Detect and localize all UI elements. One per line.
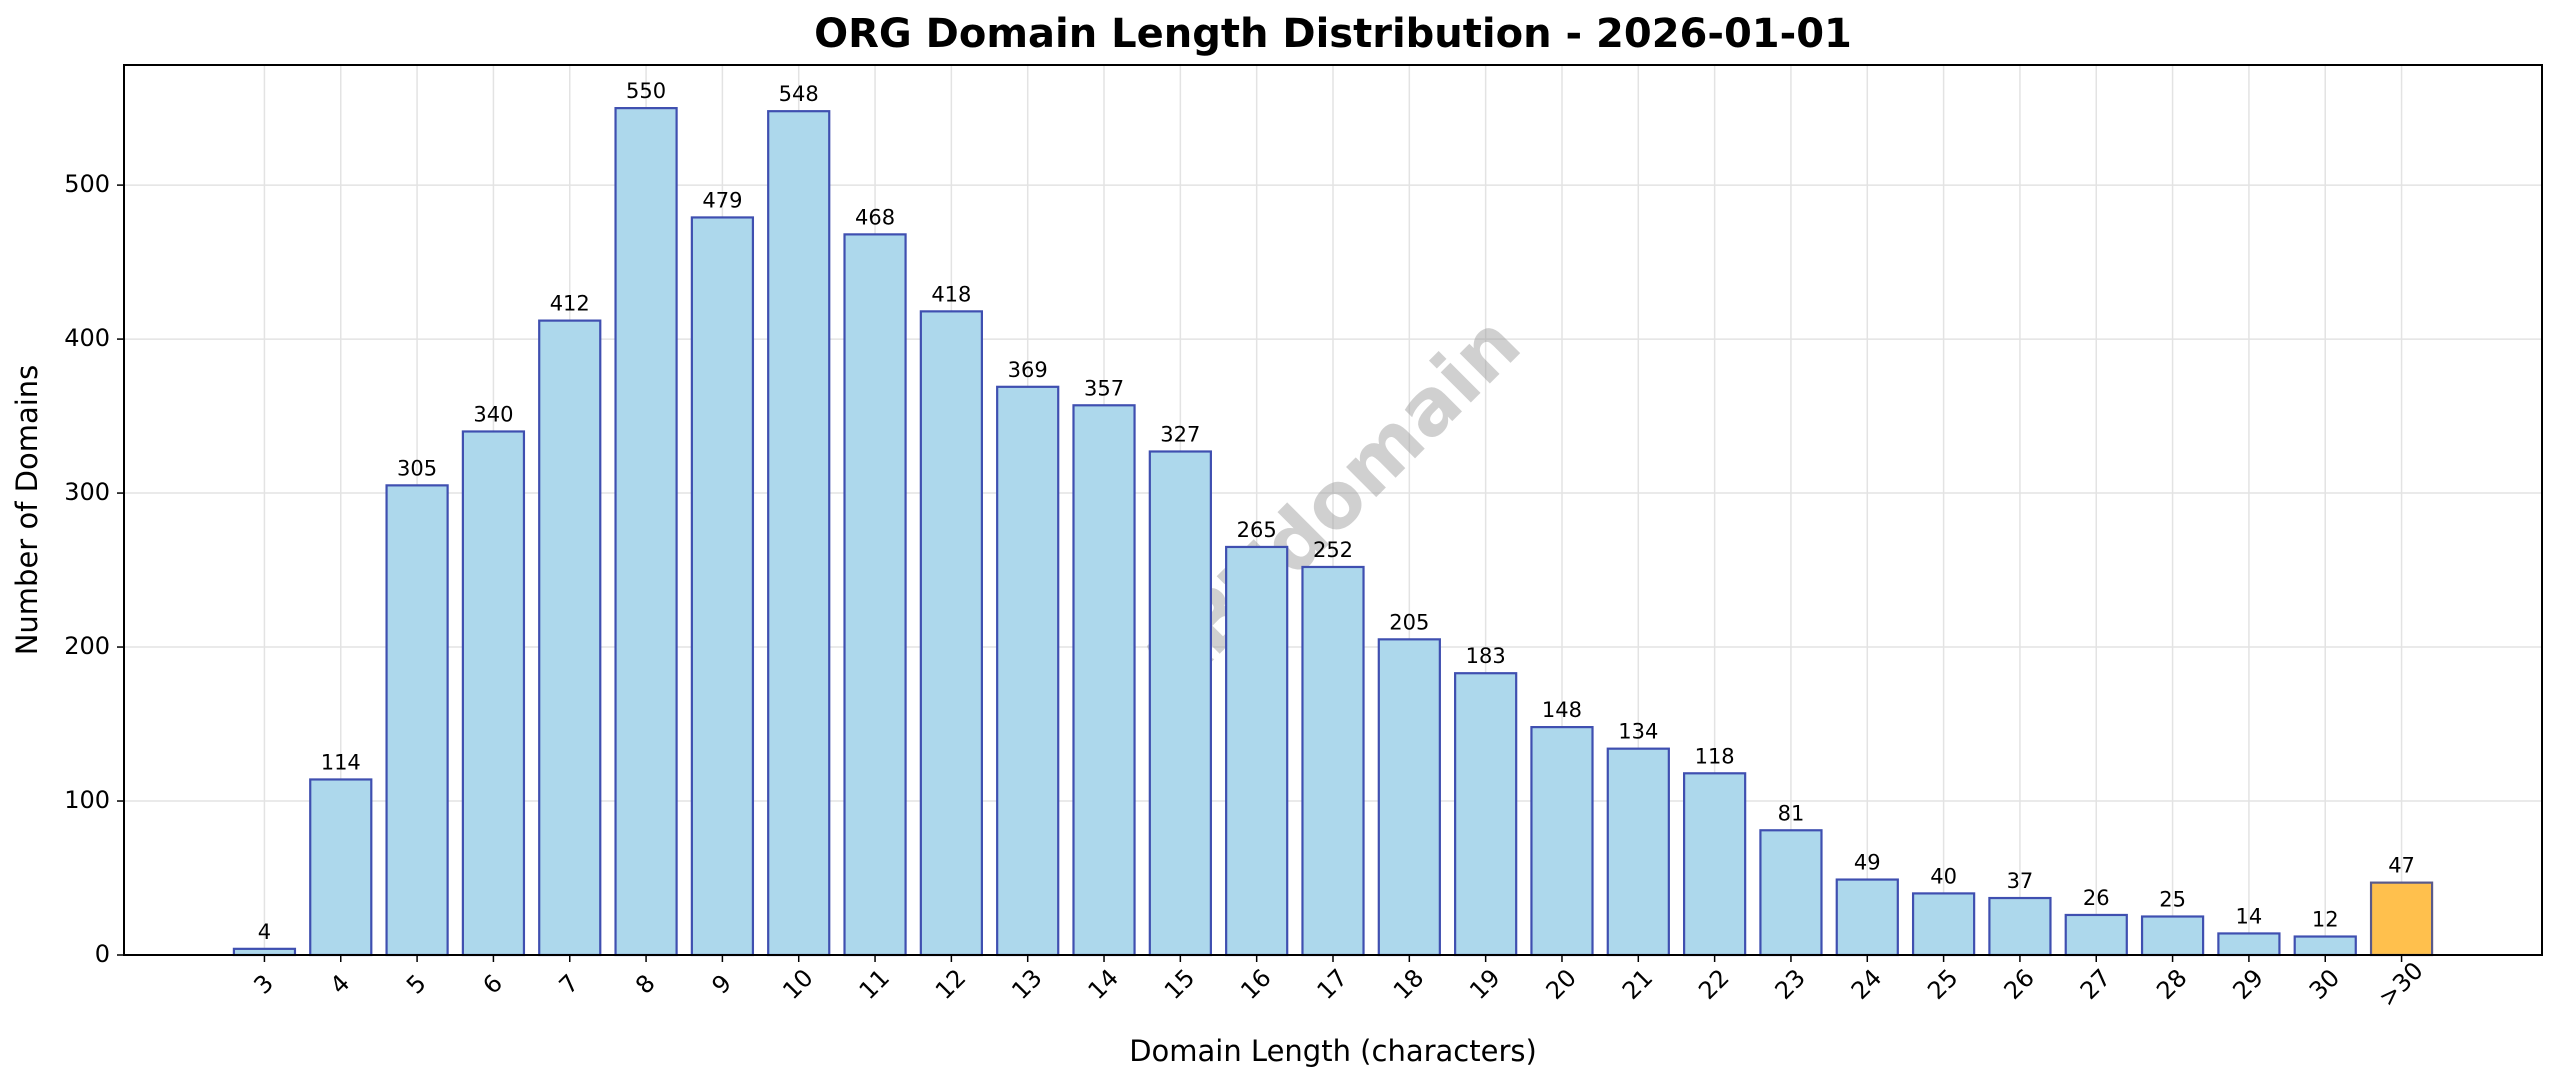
x-tick-label: 23 bbox=[1770, 964, 1811, 1005]
x-tick-label: 5 bbox=[401, 969, 432, 1000]
bar bbox=[996, 385, 1060, 957]
x-tick-label: 9 bbox=[706, 969, 737, 1000]
x-tick-label: 29 bbox=[2228, 964, 2269, 1005]
y-tick-label: 0 bbox=[95, 940, 110, 968]
x-tick-label: 26 bbox=[1999, 964, 2040, 1005]
value-label: 12 bbox=[2312, 908, 2339, 932]
bar bbox=[2140, 915, 2205, 957]
value-label: 412 bbox=[550, 292, 590, 316]
value-label: 37 bbox=[2007, 869, 2034, 893]
bar bbox=[1530, 726, 1594, 957]
value-label: 118 bbox=[1695, 744, 1735, 768]
bar bbox=[1988, 896, 2052, 957]
bar bbox=[767, 110, 831, 957]
value-label: 550 bbox=[626, 79, 666, 103]
bar bbox=[843, 233, 907, 957]
bar bbox=[1682, 772, 1747, 957]
value-label: 252 bbox=[1313, 538, 1353, 562]
bar bbox=[2369, 881, 2434, 957]
bar bbox=[919, 310, 984, 957]
bar bbox=[1301, 565, 1365, 957]
y-tick-label: 500 bbox=[64, 170, 110, 198]
value-label: 47 bbox=[2388, 854, 2415, 878]
x-tick-label: 6 bbox=[477, 969, 508, 1000]
value-label: 4 bbox=[258, 920, 271, 944]
y-axis-label: Number of Domains bbox=[10, 365, 44, 656]
bar bbox=[690, 216, 755, 957]
x-tick-label: 18 bbox=[1388, 964, 1429, 1005]
bar bbox=[461, 430, 526, 957]
bar bbox=[1377, 638, 1441, 957]
value-label: 25 bbox=[2159, 888, 2186, 912]
x-tick-label: 21 bbox=[1617, 964, 1658, 1005]
value-label: 114 bbox=[321, 750, 361, 774]
x-tick-label: 14 bbox=[1083, 964, 1124, 1005]
x-tick-label: 27 bbox=[2075, 964, 2116, 1005]
bar bbox=[2293, 935, 2357, 957]
x-tick-label: 17 bbox=[1312, 964, 1353, 1005]
bar bbox=[2217, 932, 2281, 957]
x-tick-label: 3 bbox=[248, 969, 279, 1000]
bar bbox=[1225, 545, 1289, 957]
x-tick-label: 20 bbox=[1541, 964, 1582, 1005]
value-label: 265 bbox=[1237, 518, 1277, 542]
bar bbox=[1911, 892, 1976, 957]
x-tick-label: 8 bbox=[630, 969, 661, 1000]
x-tick-label: 11 bbox=[854, 964, 895, 1005]
bar bbox=[1454, 672, 1518, 957]
x-tick-label: 22 bbox=[1693, 964, 1734, 1005]
x-tick-label: 16 bbox=[1235, 964, 1276, 1005]
y-tick-label: 200 bbox=[64, 632, 110, 660]
x-tick-label: 13 bbox=[1006, 964, 1047, 1005]
x-tick-label: 15 bbox=[1159, 964, 1200, 1005]
value-label: 479 bbox=[702, 188, 742, 212]
x-tick-label: 28 bbox=[2151, 964, 2192, 1005]
x-tick-label: 24 bbox=[1846, 964, 1887, 1005]
bar bbox=[1835, 878, 1899, 957]
bar bbox=[2064, 913, 2128, 957]
value-label: 183 bbox=[1466, 644, 1506, 668]
value-label: 548 bbox=[779, 82, 819, 106]
value-label: 49 bbox=[1854, 851, 1881, 875]
chart-title: ORG Domain Length Distribution - 2026-01… bbox=[814, 11, 1852, 57]
value-label: 40 bbox=[1930, 864, 1957, 888]
value-label: 305 bbox=[397, 456, 437, 480]
value-label: 357 bbox=[1084, 376, 1124, 400]
x-tick-label: 4 bbox=[325, 969, 356, 1000]
x-axis-label: Domain Length (characters) bbox=[1129, 1034, 1537, 1068]
x-tick-label: 19 bbox=[1464, 964, 1505, 1005]
bar bbox=[1759, 829, 1823, 957]
y-tick-label: 300 bbox=[64, 478, 110, 506]
x-tick-label: >30 bbox=[2373, 956, 2429, 1012]
bar bbox=[1148, 450, 1212, 957]
value-label: 468 bbox=[855, 205, 895, 229]
value-label: 14 bbox=[2236, 904, 2263, 928]
x-tick-label: 30 bbox=[2304, 964, 2345, 1005]
x-tick-label: 10 bbox=[777, 964, 818, 1005]
value-label: 418 bbox=[931, 282, 971, 306]
value-label: 205 bbox=[1389, 610, 1429, 634]
bar bbox=[538, 319, 602, 957]
bar bbox=[614, 107, 678, 957]
value-label: 134 bbox=[1618, 720, 1658, 744]
x-tick-label: 7 bbox=[554, 969, 585, 1000]
y-tick-label: 400 bbox=[64, 324, 110, 352]
value-label: 26 bbox=[2083, 886, 2110, 910]
value-label: 369 bbox=[1008, 358, 1048, 382]
y-tick-label: 100 bbox=[64, 786, 110, 814]
bar bbox=[309, 778, 373, 957]
x-tick-label: 25 bbox=[1922, 964, 1963, 1005]
bar bbox=[1606, 747, 1670, 957]
value-label: 148 bbox=[1542, 698, 1582, 722]
bar bbox=[1072, 404, 1136, 957]
x-tick-label: 12 bbox=[930, 964, 971, 1005]
bar bbox=[385, 484, 449, 957]
value-label: 340 bbox=[473, 402, 513, 426]
value-label: 81 bbox=[1778, 801, 1805, 825]
value-label: 327 bbox=[1160, 422, 1200, 446]
plot-frame bbox=[123, 64, 2543, 956]
